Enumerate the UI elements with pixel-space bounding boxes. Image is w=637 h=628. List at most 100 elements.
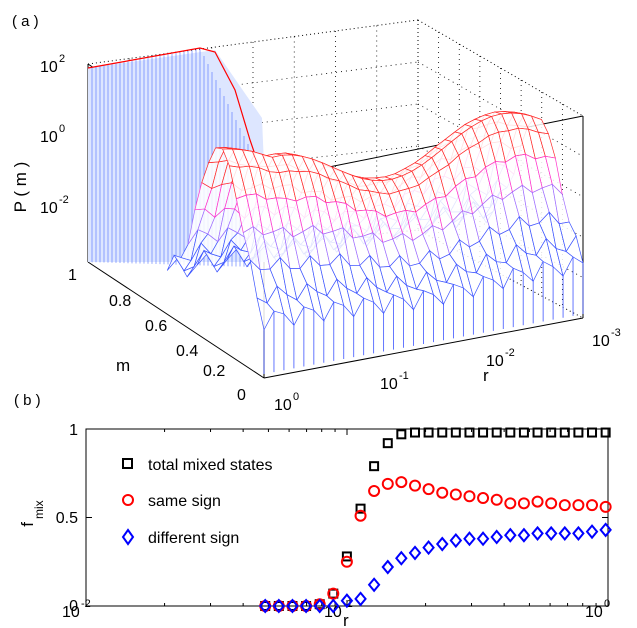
panel-a-surface-plot: ( a ) P ( m ) 1 bbox=[11, 13, 621, 414]
marker-circle bbox=[409, 479, 422, 492]
y-tick-label: 0.5 bbox=[56, 510, 78, 527]
marker-diamond bbox=[531, 525, 544, 541]
legend-label: total mixed states bbox=[148, 457, 273, 474]
r-axis-label: r bbox=[483, 366, 489, 385]
svg-text:-2: -2 bbox=[59, 194, 69, 206]
svg-text:0: 0 bbox=[59, 123, 65, 135]
r-tick-label: 10 -2 bbox=[486, 347, 515, 370]
data-markers bbox=[258, 427, 612, 614]
r-axis: r 10 0 10 -1 10 -2 10 -3 bbox=[274, 327, 621, 414]
svg-text:f: f bbox=[18, 522, 37, 527]
marker-diamond bbox=[490, 529, 504, 545]
m-axis-label: m bbox=[116, 356, 130, 375]
z-axis: P ( m ) 10 2 10 0 10 -2 bbox=[11, 53, 69, 217]
wall-top-edge bbox=[87, 47, 263, 176]
svg-text:10: 10 bbox=[62, 604, 80, 621]
marker-diamond bbox=[422, 540, 435, 556]
panel-b-scatter-plot: ( b ) f mix 0 0.5 1 r 10 -2 10 -1 10 bbox=[14, 392, 612, 628]
marker-diamond bbox=[435, 536, 449, 552]
marker-square bbox=[518, 427, 529, 438]
marker-square bbox=[382, 438, 393, 449]
m-tick-label: 0.2 bbox=[203, 363, 225, 380]
marker-square bbox=[532, 427, 543, 438]
marker-circle bbox=[517, 497, 530, 510]
marker-circle bbox=[545, 497, 558, 510]
svg-text:0: 0 bbox=[293, 391, 299, 403]
svg-text:10: 10 bbox=[486, 353, 504, 370]
svg-text:10: 10 bbox=[274, 397, 292, 414]
marker-diamond bbox=[476, 531, 490, 547]
marker-square bbox=[341, 551, 352, 562]
svg-text:mix: mix bbox=[32, 500, 46, 519]
m-tick-label: 0.8 bbox=[109, 293, 131, 310]
marker-diamond bbox=[258, 598, 272, 614]
z-axis-label: P ( m ) bbox=[11, 162, 30, 213]
marker-diamond bbox=[504, 527, 517, 543]
marker-diamond bbox=[599, 522, 612, 538]
x-tick-label: 10 -2 bbox=[62, 598, 91, 621]
marker-circle bbox=[340, 555, 353, 568]
svg-text:10: 10 bbox=[40, 129, 58, 146]
marker-circle bbox=[504, 497, 517, 510]
marker-diamond bbox=[558, 525, 572, 541]
svg-text:-1: -1 bbox=[399, 370, 409, 382]
marker-circle bbox=[599, 500, 612, 513]
marker-square bbox=[410, 427, 421, 438]
marker-circle bbox=[463, 490, 476, 503]
z-tick-label: 10 -2 bbox=[40, 194, 69, 217]
r-tick-label: 10 0 bbox=[274, 391, 299, 414]
r-tick-label: 10 -1 bbox=[380, 370, 409, 393]
svg-text:10: 10 bbox=[40, 59, 58, 76]
y-axis: f mix 0 0.5 1 bbox=[18, 422, 78, 615]
m-tick-label: 0.6 bbox=[145, 318, 167, 335]
marker-diamond bbox=[449, 532, 463, 549]
marker-square bbox=[491, 427, 502, 438]
y-tick-label: 0 bbox=[69, 598, 78, 615]
svg-text:-2: -2 bbox=[81, 598, 91, 610]
legend-label: different sign bbox=[148, 530, 239, 547]
marker-square bbox=[450, 427, 461, 438]
marker-circle bbox=[586, 499, 599, 512]
svg-text:10: 10 bbox=[40, 200, 58, 217]
marker-circle bbox=[368, 484, 381, 497]
marker-diamond bbox=[544, 525, 558, 541]
marker-square bbox=[478, 427, 489, 438]
marker-circle bbox=[477, 492, 490, 505]
y-tick-label: 1 bbox=[69, 422, 78, 439]
marker-diamond bbox=[272, 598, 286, 614]
marker-circle bbox=[558, 499, 571, 512]
svg-text:-3: -3 bbox=[611, 327, 621, 339]
svg-text:2: 2 bbox=[59, 53, 65, 65]
legend-marker-diamond bbox=[121, 528, 135, 546]
marker-circle bbox=[436, 486, 449, 499]
m-tick-label: 0 bbox=[237, 387, 246, 404]
marker-diamond bbox=[286, 598, 299, 614]
grid-line bbox=[417, 61, 584, 157]
marker-diamond bbox=[313, 598, 327, 614]
marker-diamond bbox=[585, 524, 599, 540]
svg-text:0: 0 bbox=[604, 598, 610, 610]
panel-b-label: ( b ) bbox=[14, 392, 41, 409]
marker-square bbox=[437, 427, 448, 438]
marker-diamond bbox=[463, 531, 476, 547]
marker-square bbox=[600, 427, 611, 438]
marker-square bbox=[587, 427, 598, 438]
marker-square bbox=[464, 427, 475, 438]
legend: total mixed states same sign different s… bbox=[121, 457, 273, 547]
marker-diamond bbox=[299, 598, 313, 614]
svg-text:10: 10 bbox=[585, 604, 603, 621]
marker-square bbox=[355, 503, 366, 514]
r-tick-label: 10 -3 bbox=[592, 327, 621, 350]
svg-text:10: 10 bbox=[380, 376, 398, 393]
wall-stripes bbox=[91, 48, 261, 268]
x-axis-label: r bbox=[343, 611, 349, 628]
y-axis-label: f mix bbox=[18, 500, 46, 526]
marker-square bbox=[369, 461, 380, 472]
marker-diamond bbox=[395, 550, 408, 566]
m-tick-label: 0.4 bbox=[176, 343, 198, 360]
marker-circle bbox=[531, 495, 544, 508]
z-tick-label: 10 0 bbox=[40, 123, 65, 146]
marker-diamond bbox=[354, 591, 367, 607]
svg-text:10: 10 bbox=[592, 333, 610, 350]
